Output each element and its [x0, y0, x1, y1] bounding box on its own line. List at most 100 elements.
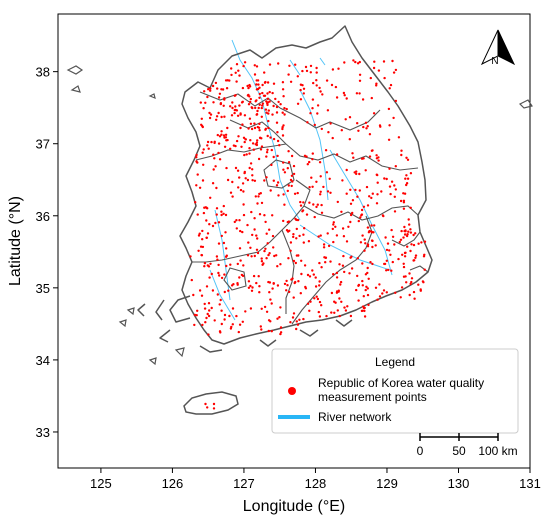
measurement-point	[238, 276, 241, 279]
measurement-point	[235, 109, 239, 112]
measurement-point	[423, 253, 426, 256]
measurement-point	[209, 89, 212, 92]
measurement-point	[281, 134, 285, 137]
x-axis-title: Longitude (°E)	[243, 498, 345, 515]
measurement-point	[302, 92, 305, 95]
measurement-point	[205, 285, 209, 288]
measurement-point	[385, 259, 388, 262]
measurement-point	[196, 213, 199, 216]
measurement-point	[204, 321, 207, 324]
measurement-point	[218, 135, 222, 138]
measurement-point	[332, 240, 335, 244]
measurement-point	[301, 69, 304, 73]
measurement-point	[207, 314, 211, 318]
measurement-point	[208, 276, 211, 279]
measurement-point	[298, 318, 301, 321]
measurement-point	[283, 282, 287, 286]
measurement-point	[335, 153, 339, 156]
measurement-point	[312, 81, 315, 85]
x-tick-label: 130	[448, 476, 470, 491]
measurement-point	[376, 181, 379, 184]
x-axis-ticks: 125 126 127 128 129 130 131	[90, 468, 541, 491]
measurement-point	[276, 317, 279, 320]
measurement-point	[218, 303, 221, 306]
measurement-point	[206, 312, 209, 316]
measurement-point	[341, 227, 345, 230]
measurement-point	[361, 234, 364, 237]
measurement-point	[257, 126, 261, 129]
measurement-point	[382, 289, 386, 292]
measurement-point	[229, 191, 233, 194]
measurement-point	[258, 192, 261, 196]
measurement-point	[331, 136, 334, 140]
measurement-point	[318, 161, 322, 164]
measurement-point	[292, 233, 295, 236]
measurement-point	[272, 282, 275, 285]
measurement-point	[316, 104, 320, 107]
measurement-point	[224, 213, 228, 217]
measurement-point	[218, 92, 222, 96]
measurement-point	[402, 275, 406, 278]
measurement-point	[220, 309, 223, 312]
measurement-point	[341, 264, 345, 267]
measurement-point	[394, 99, 398, 103]
measurement-point	[190, 278, 193, 282]
measurement-point	[223, 115, 226, 118]
measurement-point	[282, 124, 285, 127]
measurement-point	[294, 261, 297, 265]
measurement-point	[322, 185, 325, 189]
measurement-point	[235, 219, 238, 222]
measurement-point	[213, 319, 216, 322]
measurement-point	[393, 195, 396, 198]
measurement-point	[255, 143, 259, 147]
measurement-point	[249, 139, 252, 142]
measurement-point	[282, 193, 285, 196]
measurement-point	[210, 272, 213, 276]
measurement-point	[250, 289, 254, 292]
measurement-point	[241, 182, 245, 185]
measurement-point	[297, 280, 300, 283]
measurement-point	[317, 235, 320, 238]
measurement-point	[275, 254, 278, 257]
measurement-point	[213, 157, 216, 160]
measurement-point	[356, 62, 360, 65]
measurement-point	[351, 152, 354, 155]
measurement-point	[273, 254, 276, 258]
measurement-point	[248, 147, 251, 150]
measurement-point	[195, 153, 198, 157]
measurement-point	[246, 84, 249, 88]
measurement-point	[369, 76, 372, 80]
measurement-point	[258, 291, 261, 294]
measurement-point	[335, 290, 339, 293]
measurement-point	[195, 184, 198, 187]
measurement-point	[388, 249, 391, 252]
measurement-point	[199, 245, 203, 248]
measurement-point	[380, 190, 383, 193]
measurement-point	[292, 164, 296, 168]
measurement-point	[355, 170, 358, 173]
measurement-point	[258, 92, 261, 96]
measurement-point	[320, 211, 324, 214]
measurement-point	[270, 330, 273, 333]
measurement-point	[335, 271, 339, 275]
measurement-point	[272, 155, 275, 159]
measurement-point	[271, 113, 274, 116]
measurement-point	[343, 306, 346, 309]
measurement-point	[206, 232, 210, 235]
measurement-point	[302, 317, 305, 321]
measurement-point	[354, 60, 357, 64]
measurement-point	[359, 241, 363, 244]
measurement-point	[309, 112, 312, 115]
measurement-point	[223, 318, 226, 321]
measurement-point	[287, 73, 290, 76]
measurement-point	[306, 302, 310, 305]
measurement-point	[340, 210, 343, 213]
measurement-point	[244, 310, 247, 313]
measurement-point	[255, 248, 259, 251]
measurement-point	[422, 281, 425, 284]
measurement-point	[258, 129, 261, 132]
measurement-point	[414, 232, 417, 235]
measurement-points	[189, 59, 427, 410]
measurement-point	[241, 86, 245, 90]
measurement-point	[379, 125, 382, 128]
